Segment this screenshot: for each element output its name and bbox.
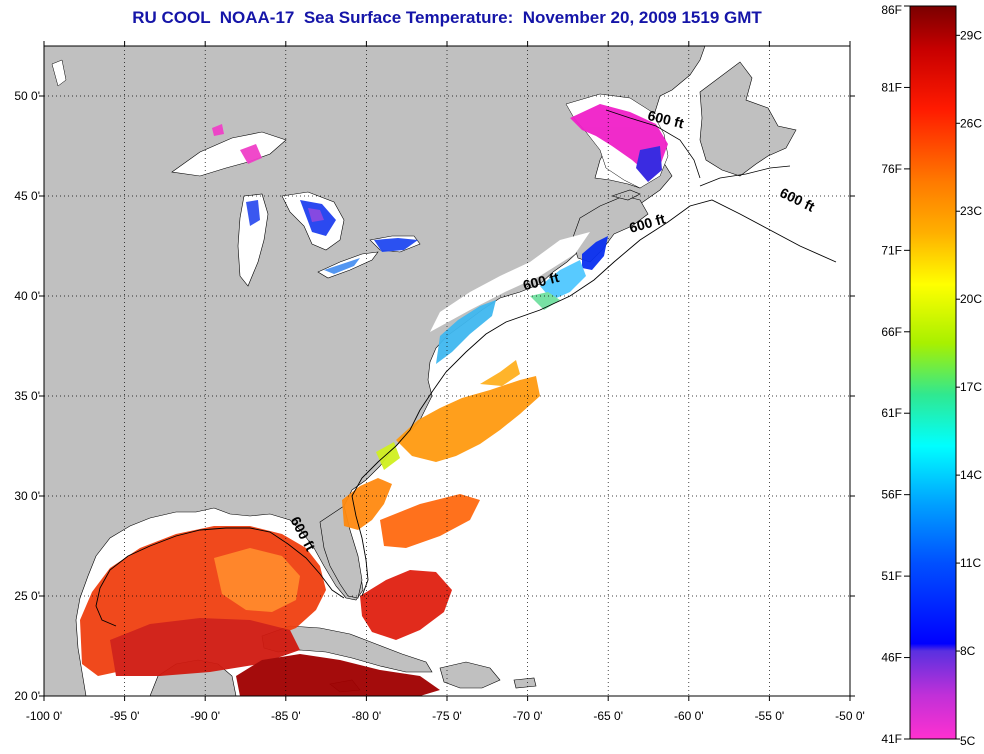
sst-patch-green-georges: [530, 292, 560, 310]
land-pei: [610, 189, 641, 201]
colorbar-label-f: 71F: [881, 243, 902, 257]
land-newfoundland: [699, 61, 797, 177]
colorbar-label-f: 61F: [881, 406, 902, 420]
colorbar-label-c: 5C: [960, 734, 976, 748]
lake-superior: [171, 131, 287, 177]
colorbar-label-f: 81F: [881, 80, 902, 94]
lon-tick-label: -70 0': [513, 709, 543, 723]
map-title: RU COOL NOAA-17 Sea Surface Temperature:…: [132, 8, 762, 27]
lake-winnipeg: [51, 59, 67, 87]
colorbar-label-c: 8C: [960, 644, 976, 658]
colorbar-label-f: 51F: [881, 569, 902, 583]
grid-lines: [44, 46, 850, 696]
sst-observations: [80, 104, 668, 696]
lon-tick-label: -60 0': [674, 709, 704, 723]
lake-michigan: [237, 193, 269, 287]
map-layers: [44, 46, 837, 696]
sst-patch-bahamas: [360, 570, 452, 640]
sst-patch-scattered-atlantic: [380, 494, 480, 548]
isobath-600ft-laurentian: [699, 165, 791, 187]
sst-patch-gulf-of-maine: [540, 260, 586, 300]
colorbar-label-c: 11C: [960, 556, 981, 570]
sst-patch-lake-huron-violet: [308, 208, 324, 222]
lon-tick-label: -55 0': [755, 709, 785, 723]
colorbar-label-f: 76F: [881, 162, 902, 176]
sst-patch-mid-atlantic: [436, 300, 496, 364]
lon-tick-label: -75 0': [432, 709, 462, 723]
lat-tick-label: 35 0': [14, 389, 40, 403]
lat-tick-label: 30 0': [14, 489, 40, 503]
colorbar-label-f: 46F: [881, 651, 902, 665]
lat-tick-label: 40 0': [14, 289, 40, 303]
lon-tick-label: -50 0': [835, 709, 865, 723]
lon-tick-label: -95 0': [110, 709, 140, 723]
lon-tick-label: -80 0': [352, 709, 382, 723]
land-north-america: [44, 46, 706, 696]
colorbar-label-f: 66F: [881, 325, 902, 339]
sst-patch-gulf-stream-north: [480, 360, 520, 386]
colorbar-label-c: 20C: [960, 292, 982, 306]
sst-patch-blue-scotian-shelf: [582, 236, 608, 270]
isobath-600ft-atlantic: [351, 199, 837, 597]
colorbar-label-f: 86F: [881, 3, 902, 17]
lon-tick-label: -100 0': [26, 709, 62, 723]
lon-tick-label: -65 0': [593, 709, 623, 723]
colorbar-labels: 86F 81F 76F 71F 66F 61F 56F 51F 46F 41F 29C 26C 23C 2…: [881, 3, 982, 748]
sst-patch-lake-ontario: [374, 238, 418, 252]
sst-patch-blue-st-lawrence: [636, 146, 662, 182]
colorbar-label-c: 29C: [960, 28, 982, 42]
sst-patch-lake-nipigon: [212, 124, 224, 136]
sst-patch-gulf-stream: [396, 376, 540, 462]
lat-tick-label: 50 0': [14, 89, 40, 103]
sst-patch-lake-superior: [240, 144, 262, 164]
colorbar-label-f: 41F: [881, 732, 902, 746]
colorbar: [909, 5, 957, 740]
sst-patch-caribbean: [236, 654, 440, 696]
sst-patch-yellow-shelf: [376, 442, 400, 470]
colorbar-label-c: 26C: [960, 116, 982, 130]
lon-tick-label: -90 0': [190, 709, 220, 723]
lat-tick-label: 20 0': [14, 689, 40, 703]
sst-patch-gulf-orange: [214, 548, 300, 612]
colorbar-label-f: 56F: [881, 488, 902, 502]
sst-patch-lake-michigan: [246, 200, 260, 226]
lat-tick-label: 25 0': [14, 589, 40, 603]
sst-patch-lake-erie: [324, 258, 360, 274]
isobath-600ft-st-lawrence: [605, 109, 701, 179]
colorbar-label-c: 17C: [960, 380, 982, 394]
isobath-600ft-gulf: [95, 527, 345, 627]
colorbar-label-c: 23C: [960, 204, 982, 218]
lat-tick-label: 45 0': [14, 189, 40, 203]
lon-tick-label: -85 0': [271, 709, 301, 723]
colorbar-label-c: 14C: [960, 468, 982, 482]
land-puerto-rico: [513, 677, 537, 689]
coastal-no-data-strip: [430, 232, 590, 332]
axis-ticks: -100 0' -95 0' -90 0' -85 0' -80 0' -75 0' -70…: [14, 41, 865, 723]
